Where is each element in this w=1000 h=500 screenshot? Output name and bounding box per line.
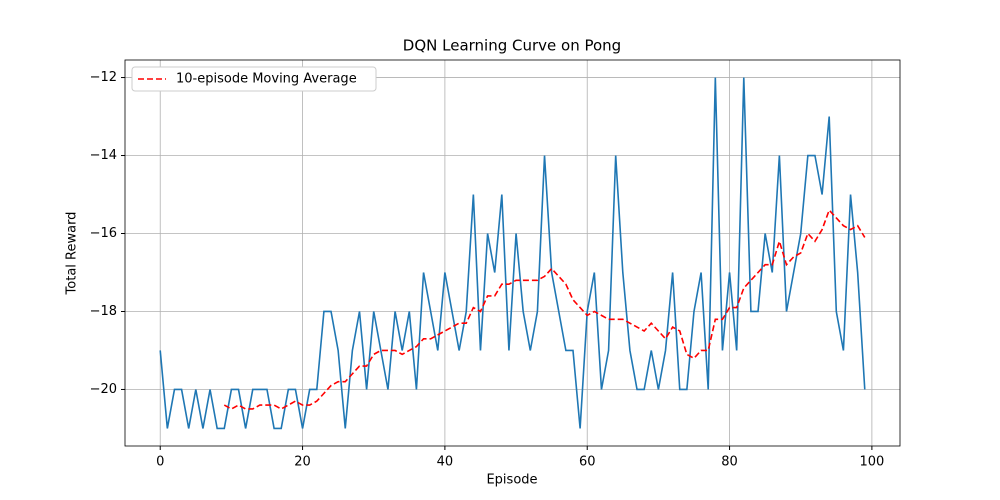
y-tick-label: −18 — [90, 304, 117, 319]
x-tick-label: 100 — [859, 455, 884, 470]
y-tick-label: −16 — [90, 226, 117, 241]
chart-title: DQN Learning Curve on Pong — [403, 37, 621, 55]
y-tick-label: −20 — [90, 382, 117, 397]
data-line — [223, 208, 866, 410]
y-tick-label: −14 — [90, 148, 117, 163]
x-tick-label: 80 — [721, 455, 738, 470]
y-tick-label: −12 — [90, 70, 117, 85]
x-tick-label: 40 — [437, 455, 454, 470]
legend-label: 10-episode Moving Average — [176, 72, 357, 87]
legend-box — [131, 66, 377, 92]
x-axis-label: Episode — [486, 473, 537, 488]
y-axis-label: Total Reward — [65, 212, 80, 296]
x-tick-label: 0 — [156, 455, 164, 470]
x-tick-label: 60 — [579, 455, 596, 470]
data-line — [159, 77, 866, 430]
plot-frame — [124, 59, 901, 447]
x-tick-label: 20 — [294, 455, 311, 470]
